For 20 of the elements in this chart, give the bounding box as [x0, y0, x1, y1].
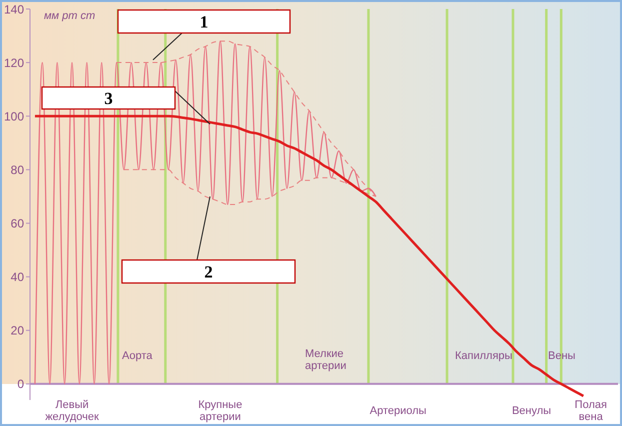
y-tick-label: 100	[4, 109, 24, 124]
y-tick-label: 80	[10, 162, 24, 177]
y-tick-label: 60	[10, 216, 24, 231]
x-tick-label: Венулы	[512, 405, 552, 417]
annotation: 1	[200, 12, 208, 32]
x-tick-label: Артериолы	[370, 405, 427, 417]
x-tick-label: Левый желудочек	[45, 399, 100, 423]
y-tick-label: 40	[10, 270, 24, 284]
annotation: 3	[104, 89, 113, 108]
annotation: Мелкие артерии	[305, 348, 346, 372]
y-axis-title: мм рт ст	[44, 10, 96, 22]
x-tick-label: Крупные артерии	[198, 399, 242, 423]
y-tick-label: 120	[4, 56, 24, 70]
y-tick-label: 20	[10, 324, 24, 338]
y-tick-label: 140	[4, 2, 24, 16]
annotation: 2	[204, 262, 213, 282]
annotation: Капилляры	[455, 350, 513, 362]
annotation: Аорта	[122, 350, 154, 362]
x-tick-label: Полая вена	[574, 399, 607, 423]
y-tick-label: 0	[17, 377, 24, 392]
